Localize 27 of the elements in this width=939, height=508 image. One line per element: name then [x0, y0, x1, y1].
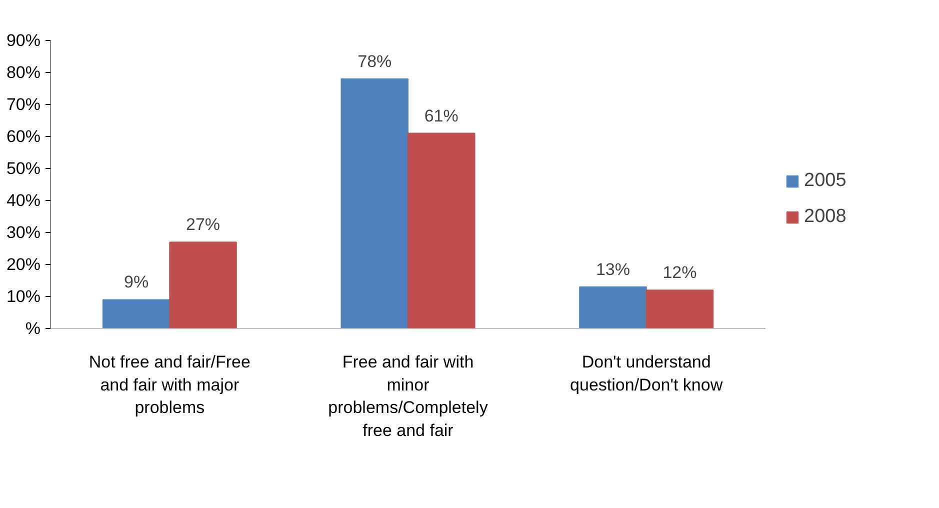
- y-tick-label: %: [25, 319, 41, 338]
- x-tick-label: Free and fair with minor problems/Completely free and fair: [328, 352, 488, 440]
- data-label: 9%: [124, 272, 149, 292]
- y-tick-label: 80%: [6, 63, 41, 82]
- data-label: 61%: [424, 106, 458, 126]
- y-tick-label: 90%: [6, 31, 41, 50]
- x-tick-label: Not free and fair/Free and fair with major problems: [88, 352, 250, 418]
- bar: [169, 242, 237, 328]
- legend-label: 2008: [804, 206, 846, 228]
- y-tick-label: 60%: [6, 127, 41, 146]
- y-tick-label: 50%: [6, 159, 41, 178]
- bar: [579, 286, 647, 328]
- y-tick-label: 20%: [6, 255, 41, 274]
- bar: [102, 299, 170, 328]
- data-label: 12%: [662, 263, 697, 282]
- bar: [340, 78, 408, 328]
- y-tick-label: 10%: [6, 287, 41, 306]
- legend-label: 2005: [804, 170, 846, 192]
- y-tick-label: 40%: [6, 191, 41, 210]
- data-label: 27%: [186, 215, 220, 234]
- y-tick-label: 70%: [6, 95, 41, 114]
- data-label: 78%: [358, 52, 392, 71]
- x-tick-label: Don't understand question/Don't know: [570, 352, 724, 394]
- y-tick-label: 30%: [6, 223, 41, 242]
- bar: [408, 132, 476, 328]
- data-label: 13%: [596, 260, 630, 279]
- bar: [646, 290, 714, 328]
